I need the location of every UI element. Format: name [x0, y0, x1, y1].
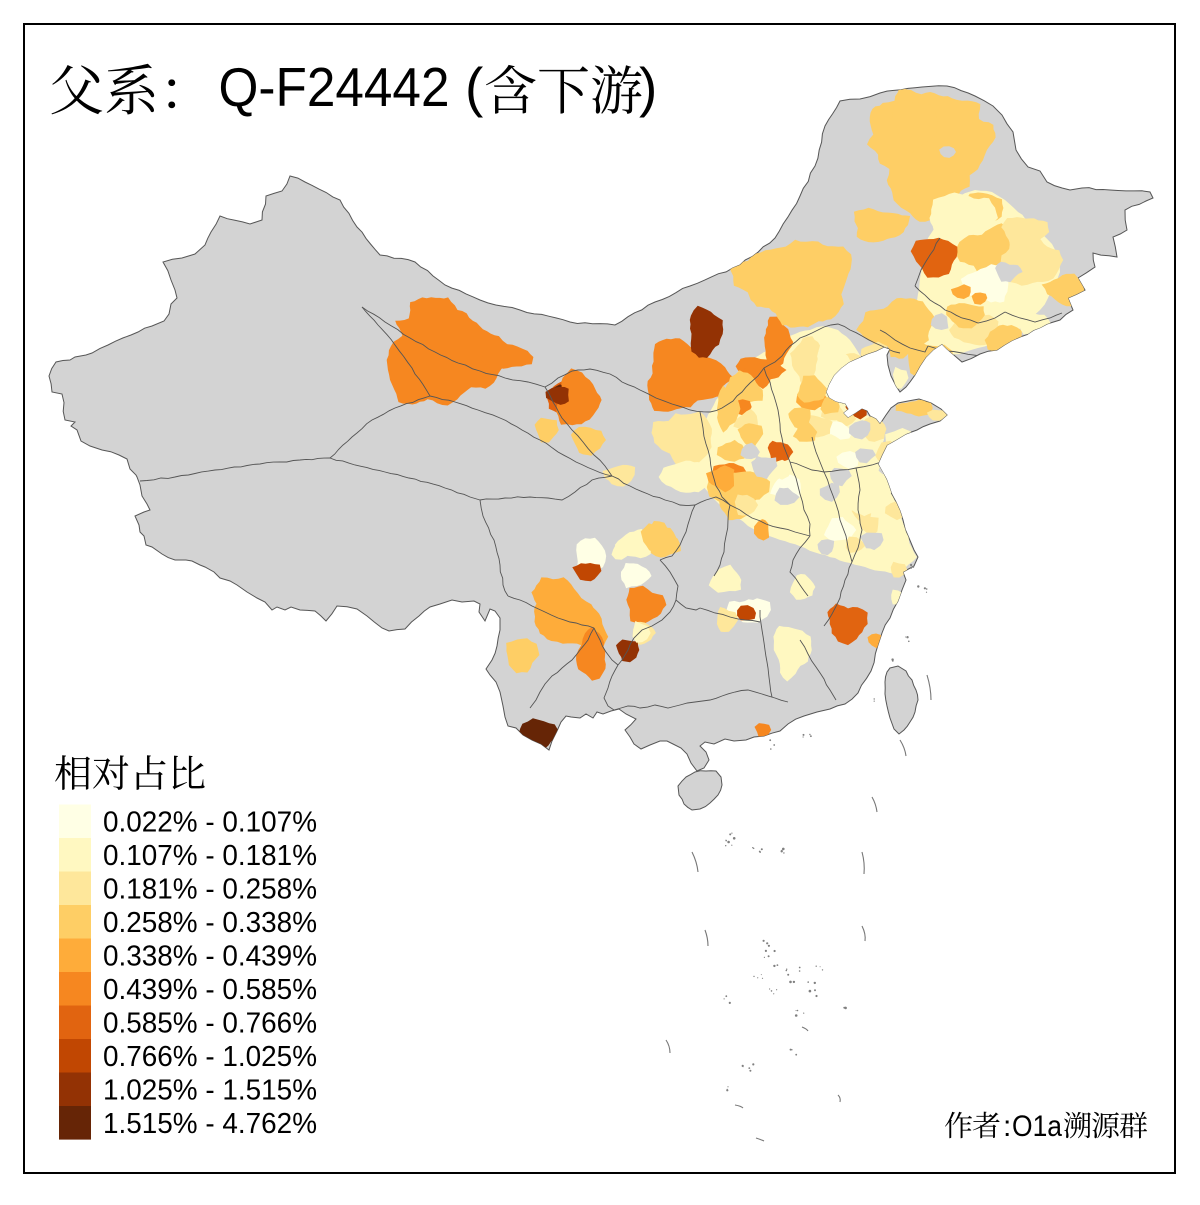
svg-text:0.338% - 0.439%: 0.338% - 0.439% [103, 941, 317, 973]
svg-text:Q-F24442: Q-F24442 [219, 56, 450, 118]
svg-text:0.258% - 0.338%: 0.258% - 0.338% [103, 907, 317, 939]
svg-text:O1a: O1a [1012, 1110, 1062, 1143]
svg-text:0.181% - 0.258%: 0.181% - 0.258% [103, 874, 317, 906]
svg-text:0.585% - 0.766%: 0.585% - 0.766% [103, 1008, 317, 1040]
svg-text:0.022% - 0.107%: 0.022% - 0.107% [103, 807, 317, 839]
svg-text:1.515% - 4.762%: 1.515% - 4.762% [103, 1108, 317, 1140]
svg-text:0.439% - 0.585%: 0.439% - 0.585% [103, 974, 317, 1006]
svg-text:0.766% - 1.025%: 0.766% - 1.025% [103, 1041, 317, 1073]
svg-text:1.025% - 1.515%: 1.025% - 1.515% [103, 1075, 317, 1107]
svg-text:): ) [639, 56, 657, 118]
svg-text::: : [1003, 1110, 1011, 1143]
svg-text:(: ( [465, 56, 483, 118]
svg-text:0.107% - 0.181%: 0.107% - 0.181% [103, 840, 317, 872]
